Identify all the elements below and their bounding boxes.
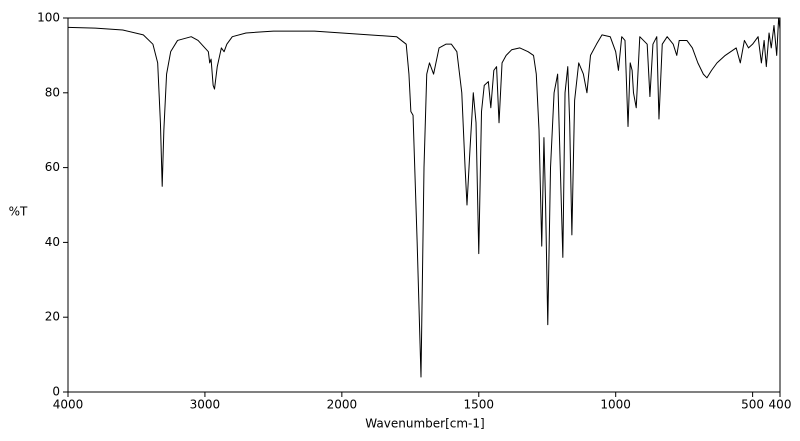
y-tick-label: 60 <box>45 160 60 174</box>
x-tick-label: 4000 <box>53 398 84 412</box>
x-tick-label: 3000 <box>190 398 221 412</box>
x-axis-label: Wavenumber[cm-1] <box>365 417 484 431</box>
x-tick-label: 400 <box>769 398 792 412</box>
y-tick-label: 0 <box>52 385 60 399</box>
x-tick-label: 2000 <box>327 398 358 412</box>
x-tick-label: 1000 <box>600 398 631 412</box>
y-tick-label: 80 <box>45 85 60 99</box>
y-axis-label: %T <box>9 205 28 219</box>
x-tick-label: 500 <box>741 398 764 412</box>
x-tick-label: 1500 <box>463 398 494 412</box>
y-tick-label: 100 <box>37 11 60 25</box>
spectrum-line <box>67 17 781 378</box>
y-tick-label: 40 <box>45 235 60 249</box>
y-tick-label: 20 <box>45 310 60 324</box>
plot-frame <box>67 17 781 393</box>
